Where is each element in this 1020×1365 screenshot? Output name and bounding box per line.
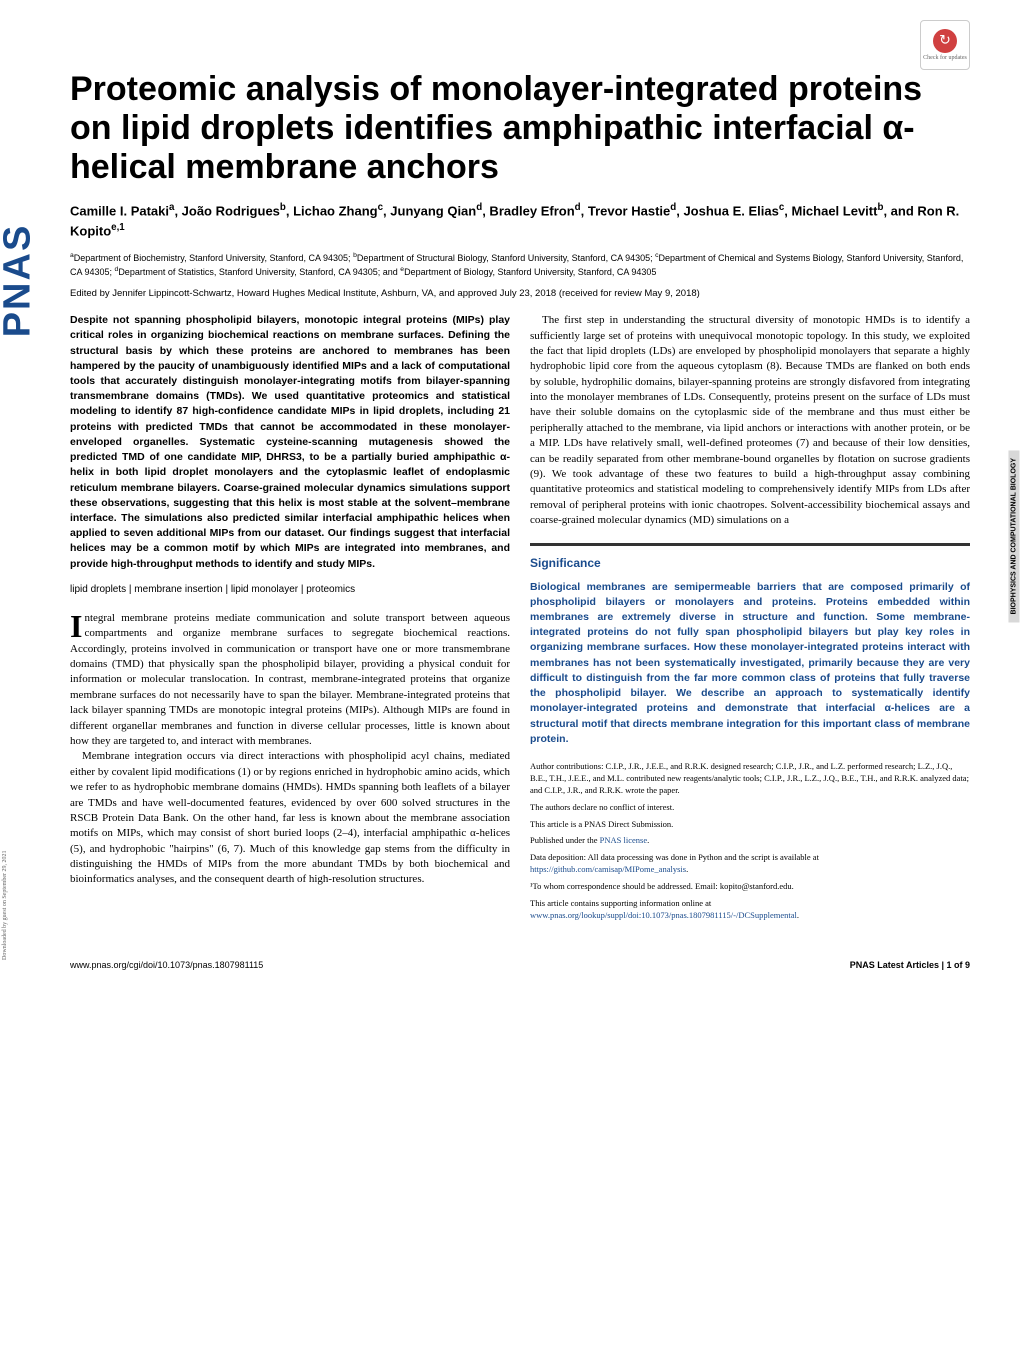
body-paragraph-3: The first step in understanding the stru… (530, 313, 970, 528)
check-updates-label: Check for updates (923, 55, 967, 61)
data-repo-link[interactable]: https://github.com/camisap/MIPome_analys… (530, 864, 686, 874)
supporting-info-link[interactable]: www.pnas.org/lookup/suppl/doi:10.1073/pn… (530, 910, 797, 920)
significance-heading: Significance (530, 556, 970, 570)
abstract: Despite not spanning phospholipid bilaye… (70, 313, 510, 572)
dropcap: I (70, 611, 84, 640)
main-columns: Despite not spanning phospholipid bilaye… (70, 313, 970, 927)
pnas-license-link[interactable]: PNAS license (600, 835, 647, 845)
check-updates-badge[interactable]: Check for updates (920, 20, 970, 70)
left-column: Despite not spanning phospholipid bilaye… (70, 313, 510, 927)
right-column: The first step in understanding the stru… (530, 313, 970, 927)
footer-doi: www.pnas.org/cgi/doi/10.1073/pnas.180798… (70, 960, 263, 970)
journal-sidebar-text: PNAS (0, 223, 39, 337)
body-paragraph-2: Membrane integration occurs via direct i… (70, 749, 510, 888)
footnote-data: Data deposition: All data processing was… (530, 852, 970, 876)
body-paragraph-1: Integral membrane proteins mediate commu… (70, 611, 510, 750)
section-label: BIOPHYSICS AND COMPUTATIONAL BIOLOGY (1008, 450, 1019, 622)
footnote-contributions: Author contributions: C.I.P., J.R., J.E.… (530, 761, 970, 797)
footer-page-number: PNAS Latest Articles | 1 of 9 (850, 960, 970, 970)
edited-by: Edited by Jennifer Lippincott-Schwartz, … (70, 288, 970, 299)
footnote-submission: This article is a PNAS Direct Submission… (530, 819, 970, 831)
body-p1-text: ntegral membrane proteins mediate commun… (70, 612, 510, 747)
keywords: lipid droplets | membrane insertion | li… (70, 584, 510, 595)
footnote-supporting: This article contains supporting informa… (530, 898, 970, 922)
journal-sidebar: PNAS (0, 80, 35, 480)
footnote-conflict: The authors declare no conflict of inter… (530, 802, 970, 814)
footnotes: Author contributions: C.I.P., J.R., J.E.… (530, 761, 970, 922)
download-note: Downloaded by guest on September 29, 202… (2, 850, 8, 959)
article-title: Proteomic analysis of monolayer-integrat… (70, 70, 970, 187)
footnote-license: Published under the PNAS license. (530, 835, 970, 847)
significance-text: Biological membranes are semipermeable b… (530, 580, 970, 747)
footnote-correspondence: ¹To whom correspondence should be addres… (530, 881, 970, 893)
check-updates-icon (933, 29, 957, 53)
affiliations: aDepartment of Biochemistry, Stanford Un… (70, 251, 970, 278)
significance-box: Significance Biological membranes are se… (530, 543, 970, 747)
authors-list: Camille I. Patakia, João Rodriguesb, Lic… (70, 201, 970, 241)
page-footer: www.pnas.org/cgi/doi/10.1073/pnas.180798… (70, 952, 970, 970)
